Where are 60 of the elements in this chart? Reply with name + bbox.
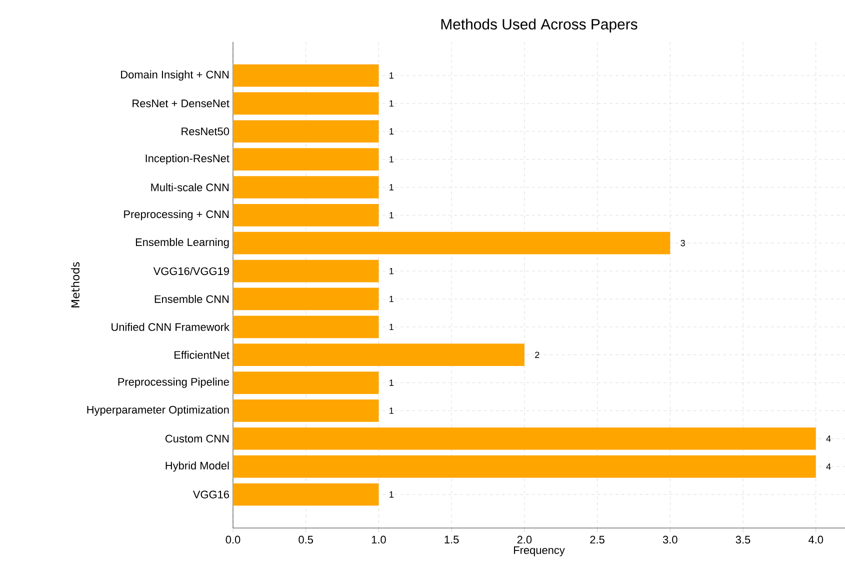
x-tick-label: 1.0 — [372, 536, 386, 544]
y-tick-label: Multi-scale CNN — [151, 183, 229, 192]
x-tick-label: 4.0 — [808, 536, 824, 544]
bar — [233, 204, 379, 226]
y-tick-label: VGG16 — [192, 490, 229, 498]
bar — [233, 344, 524, 366]
y-tick-label: Inception-ResNet — [146, 154, 230, 164]
bar — [233, 483, 379, 506]
bar — [233, 455, 816, 478]
y-tick-label: EfficientNet — [174, 350, 230, 359]
data-label: 1 — [390, 184, 394, 190]
data-label: 1 — [390, 296, 394, 302]
data-label: 3 — [680, 240, 685, 246]
bar — [233, 260, 379, 282]
x-axis-title: Frequency — [514, 546, 565, 556]
y-tick-label: ResNet50 — [182, 128, 230, 136]
data-label: 4 — [826, 436, 831, 442]
y-tick-label: Preprocessing Pipeline — [118, 378, 229, 388]
x-tick-label: 0.5 — [298, 536, 314, 544]
bar — [233, 427, 816, 450]
data-label: 1 — [390, 212, 394, 218]
data-label: 4 — [826, 463, 831, 470]
data-label: 1 — [390, 100, 394, 107]
data-label: 1 — [390, 72, 394, 79]
data-label: 1 — [390, 156, 394, 162]
bar — [233, 400, 379, 422]
x-tick-label: 2.0 — [517, 536, 532, 544]
y-tick-label: Ensemble CNN — [154, 294, 229, 303]
y-tick-label: Domain Insight + CNN — [121, 70, 229, 81]
bar — [233, 92, 379, 115]
data-label: 1 — [390, 491, 394, 498]
data-label: 1 — [390, 128, 394, 134]
bar — [233, 148, 379, 170]
bar — [233, 372, 379, 394]
y-tick-label: Hybrid Model — [166, 461, 229, 472]
bar — [233, 316, 379, 338]
bar — [233, 288, 379, 310]
chart-title: Methods Used Across Papers — [441, 18, 638, 32]
x-tick-label: 1.5 — [444, 536, 459, 544]
x-tick-label: 3.0 — [662, 536, 678, 544]
bar — [233, 232, 670, 254]
data-label: 1 — [390, 380, 394, 386]
data-label: 2 — [535, 352, 540, 358]
y-tick-label: Custom CNN — [166, 434, 229, 443]
data-label: 1 — [390, 324, 394, 330]
y-tick-label: Unified CNN Framework — [112, 322, 230, 331]
y-tick-label: Preprocessing + CNN — [124, 210, 229, 220]
x-tick-label: 3.5 — [736, 536, 750, 544]
bar — [233, 120, 379, 143]
data-label: 1 — [390, 408, 394, 414]
y-tick-label: VGG16/VGG19 — [153, 267, 229, 276]
y-axis-title: Methods — [71, 262, 80, 308]
data-label: 1 — [390, 268, 394, 274]
y-tick-label: Hyperparameter Optimization — [87, 406, 229, 416]
x-tick-label: 0.0 — [226, 536, 240, 544]
y-tick-label: ResNet + DenseNet — [132, 100, 230, 108]
bar — [233, 176, 379, 198]
bar — [233, 64, 379, 87]
x-tick-label: 2.5 — [590, 536, 604, 544]
y-tick-label: Ensemble Learning — [136, 238, 229, 248]
